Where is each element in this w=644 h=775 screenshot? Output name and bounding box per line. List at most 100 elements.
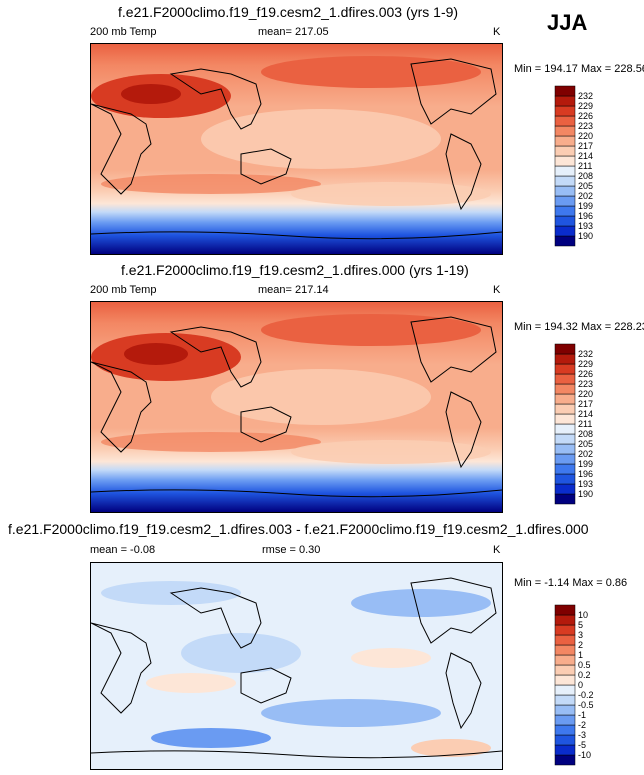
- colorbar-label: 196: [578, 469, 593, 479]
- panel2-colorbar: 190 193 196 199 202 205 208 211 214 217 220 223 226 2…: [554, 343, 603, 510]
- colorbar-box: [554, 205, 576, 217]
- colorbar-box: [554, 175, 576, 187]
- panel2-title: f.e21.F2000climo.f19_f19.cesm2_1.dfires.…: [121, 262, 469, 278]
- colorbar-label: 229: [578, 359, 593, 369]
- colorbar-box: [554, 714, 576, 726]
- colorbar-box: [554, 734, 576, 746]
- colorbar-box: [554, 413, 576, 425]
- panel3-colorbar: -10 -5 -3 -2 -1 -0.5 -0.2 0 0.2 0.5 1 2 3 5 10: [554, 604, 603, 771]
- colorbar-label: 196: [578, 211, 593, 221]
- colorbar-box: [554, 165, 576, 177]
- colorbar-box: [554, 473, 576, 485]
- panel3-map: [90, 562, 503, 770]
- panel3-mean: mean = -0.08: [90, 544, 156, 556]
- colorbar-box: [554, 105, 576, 117]
- colorbar-box: [554, 614, 576, 626]
- colorbar-label: 10: [578, 610, 588, 620]
- colorbar-label: 1: [578, 650, 583, 660]
- colorbar-label: -0.2: [578, 690, 594, 700]
- colorbar-box: [554, 85, 576, 97]
- colorbar-box: [554, 634, 576, 646]
- colorbar-label: 217: [578, 399, 593, 409]
- colorbar-label: 202: [578, 449, 593, 459]
- colorbar-box: [554, 95, 576, 107]
- colorbar-box: [554, 235, 576, 247]
- colorbar-box: [554, 644, 576, 656]
- colorbar-box: [554, 225, 576, 237]
- colorbar-box: [554, 654, 576, 666]
- panel3-rmse: rmse = 0.30: [262, 544, 321, 556]
- colorbar-label: 5: [578, 620, 583, 630]
- panel2-minmax: Min = 194.32 Max = 228.23: [514, 321, 644, 333]
- colorbar-label: 211: [578, 419, 592, 429]
- panel3-field: [91, 563, 502, 769]
- season-label: JJA: [547, 10, 588, 35]
- colorbar-box: [554, 433, 576, 445]
- colorbar-label: -3: [578, 730, 586, 740]
- colorbar-label: 223: [578, 379, 593, 389]
- colorbar-box: [554, 155, 576, 167]
- colorbar-box: [554, 195, 576, 207]
- colorbar-label: 3: [578, 630, 583, 640]
- panel1-colorbar-svg: 1901931961992022052082112142172202232262…: [554, 85, 593, 247]
- colorbar-box: [554, 453, 576, 465]
- colorbar-label: 220: [578, 131, 593, 141]
- colorbar-box: [554, 744, 576, 756]
- colorbar-box: [554, 604, 576, 616]
- colorbar-label: 229: [578, 101, 593, 111]
- panel2-field: [91, 302, 502, 512]
- colorbar-box: [554, 664, 576, 676]
- colorbar-label: 193: [578, 221, 593, 231]
- colorbar-box: [554, 694, 576, 706]
- colorbar-label: 190: [578, 231, 593, 241]
- panel2-variable: 200 mb Temp: [90, 284, 157, 296]
- colorbar-label: 190: [578, 489, 593, 499]
- colorbar-box: [554, 353, 576, 365]
- panel1-mean: mean= 217.05: [258, 26, 329, 38]
- panel1-field: [91, 44, 502, 254]
- colorbar-label: 205: [578, 181, 593, 191]
- colorbar-box: [554, 493, 576, 505]
- colorbar-label: 0.2: [578, 670, 591, 680]
- colorbar-label: 199: [578, 459, 593, 469]
- colorbar-label: 202: [578, 191, 593, 201]
- colorbar-box: [554, 383, 576, 395]
- colorbar-box: [554, 115, 576, 127]
- colorbar-box: [554, 754, 576, 766]
- panel2-colorbar-svg: 1901931961992022052082112142172202232262…: [554, 343, 593, 505]
- colorbar-box: [554, 423, 576, 435]
- panel1-minmax: Min = 194.17 Max = 228.56: [514, 63, 644, 75]
- colorbar-box: [554, 443, 576, 455]
- colorbar-label: 205: [578, 439, 593, 449]
- colorbar-box: [554, 724, 576, 736]
- colorbar-box: [554, 393, 576, 405]
- colorbar-label: 0: [578, 680, 583, 690]
- colorbar-box: [554, 215, 576, 227]
- colorbar-box: [554, 483, 576, 495]
- colorbar-label: 2: [578, 640, 583, 650]
- colorbar-label: -0.5: [578, 700, 594, 710]
- panel2-mean: mean= 217.14: [258, 284, 329, 296]
- colorbar-label: 199: [578, 201, 593, 211]
- colorbar-label: 226: [578, 111, 593, 121]
- colorbar-box: [554, 185, 576, 197]
- colorbar-box: [554, 624, 576, 636]
- colorbar-label: 211: [578, 161, 592, 171]
- colorbar-label: 214: [578, 151, 593, 161]
- panel3-title: f.e21.F2000climo.f19_f19.cesm2_1.dfires.…: [8, 521, 589, 537]
- colorbar-box: [554, 145, 576, 157]
- panel2-units: K: [493, 284, 501, 296]
- colorbar-box: [554, 135, 576, 147]
- colorbar-box: [554, 125, 576, 137]
- colorbar-label: 217: [578, 141, 593, 151]
- colorbar-box: [554, 363, 576, 375]
- colorbar-box: [554, 373, 576, 385]
- colorbar-label: 226: [578, 369, 593, 379]
- panel1-colorbar: 190 193 196 199 202 205 208 211 214 217 220 223 226 2…: [554, 85, 603, 252]
- colorbar-label: 214: [578, 409, 593, 419]
- panel1-units: K: [493, 26, 501, 38]
- panel2-map: [90, 301, 503, 513]
- colorbar-label: 208: [578, 429, 593, 439]
- colorbar-box: [554, 704, 576, 716]
